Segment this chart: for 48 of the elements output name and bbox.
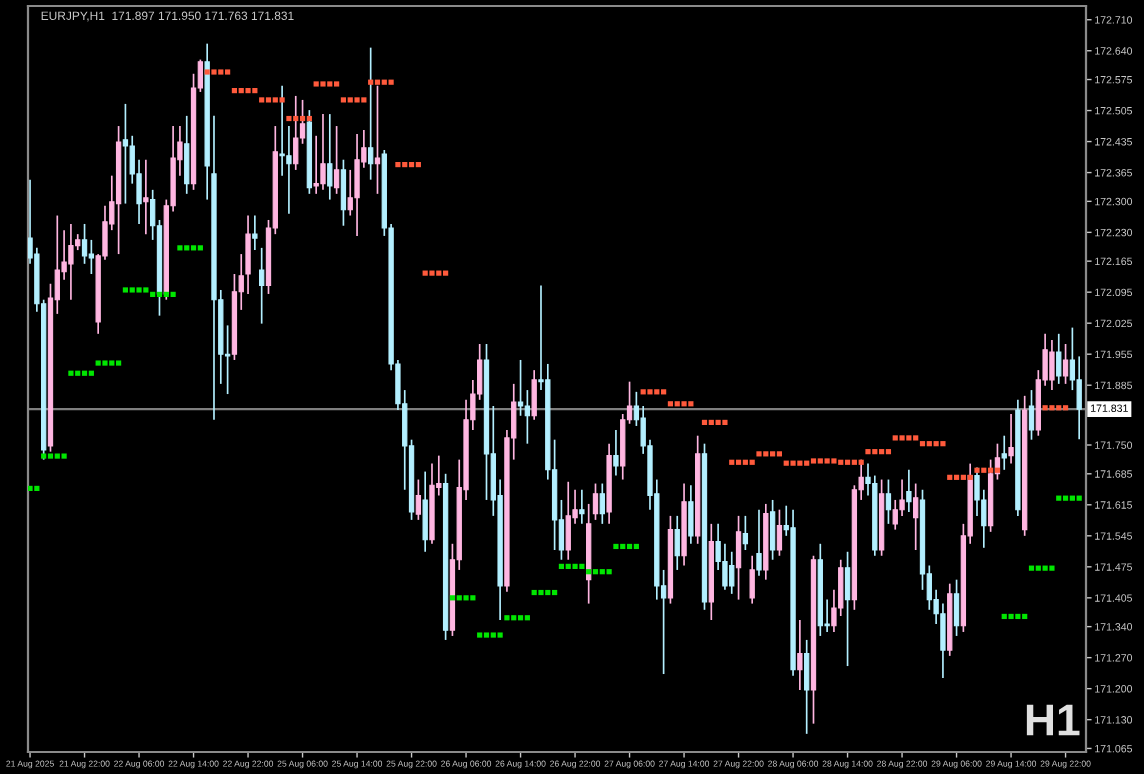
candlestick: [81, 223, 88, 265]
candlestick: [524, 389, 531, 445]
annotation: H1: [1026, 704, 1080, 736]
candlestick: [1001, 434, 1007, 471]
candlestick: [769, 499, 776, 561]
candlestick: [68, 223, 74, 301]
candlestick: [1049, 339, 1055, 391]
candlestick: [729, 550, 735, 595]
candlestick: [320, 113, 326, 191]
candlestick: [749, 554, 755, 605]
candlestick: [252, 214, 258, 251]
candlestick: [1008, 413, 1014, 465]
candlestick: [579, 488, 585, 525]
candlestick: [885, 478, 892, 525]
candlestick: [756, 508, 762, 577]
candlestick: [565, 480, 571, 561]
candlestick: [340, 158, 347, 227]
candlestick: [674, 515, 680, 571]
candlestick: [531, 369, 537, 421]
candlestick: [368, 46, 374, 181]
candlestick: [913, 482, 919, 551]
candlestick: [906, 468, 912, 513]
candlestick: [88, 239, 95, 275]
candlestick: [844, 550, 851, 667]
candlestick: [688, 484, 694, 545]
candlestick: [143, 158, 149, 235]
candlestick: [804, 639, 810, 735]
candlestick: [327, 113, 333, 201]
candlestick: [1056, 332, 1062, 385]
candlestick: [613, 429, 619, 477]
candlestick: [184, 115, 190, 195]
candlestick: [776, 508, 783, 557]
candlestick: [742, 515, 749, 551]
candlestick: [1062, 343, 1069, 385]
candlestick: [374, 84, 381, 195]
candlestick: [517, 359, 524, 417]
candlestick: [122, 103, 129, 205]
candlestick: [797, 619, 803, 691]
candlestick: [422, 470, 428, 553]
candlestick: [293, 95, 299, 171]
candlestick: [415, 478, 422, 521]
candlestick: [354, 133, 360, 237]
candlestick: [259, 247, 265, 325]
candlestick: [333, 125, 340, 195]
candlestick: [735, 515, 742, 601]
candlestick: [599, 482, 605, 525]
candlestick: [1028, 389, 1035, 441]
candlestick: [953, 578, 960, 637]
